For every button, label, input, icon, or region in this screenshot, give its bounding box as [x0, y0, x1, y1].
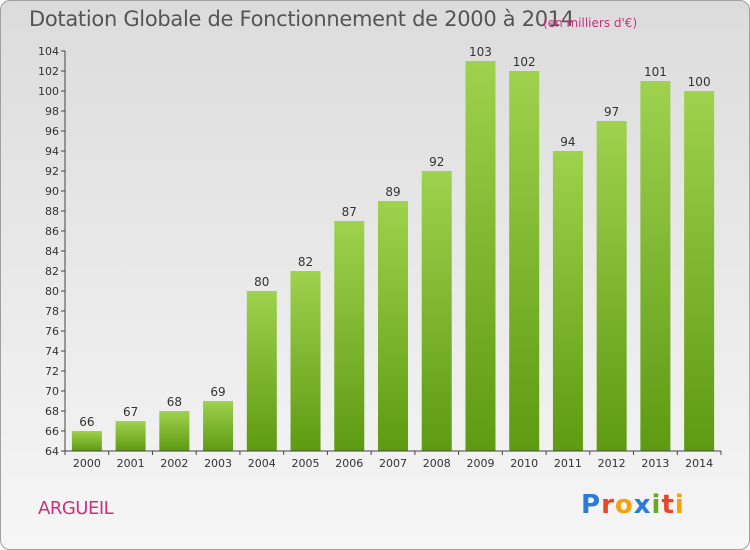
- bar-value-label: 87: [342, 205, 357, 219]
- bar-value-label: 89: [385, 185, 400, 199]
- x-tick-label: 2000: [73, 457, 101, 470]
- bar: [378, 201, 408, 451]
- y-tick-label: 90: [45, 185, 59, 198]
- logo-letter: o: [614, 490, 634, 520]
- bar: [640, 81, 671, 451]
- y-tick-label: 94: [45, 145, 59, 158]
- y-tick-label: 82: [45, 265, 59, 278]
- bar-value-label: 82: [298, 255, 313, 269]
- bar: [465, 61, 496, 451]
- bar-value-label: 69: [210, 385, 225, 399]
- chart-title: Dotation Globale de Fonctionnement de 20…: [29, 7, 574, 31]
- bars-group: 66 67 68 69 80 82 87 89 92 103 102 94 97 101 100: [71, 45, 715, 451]
- y-tick-label: 100: [38, 85, 59, 98]
- x-tick-label: 2005: [292, 457, 320, 470]
- y-tick-label: 74: [45, 345, 59, 358]
- x-tick-label: 2006: [335, 457, 363, 470]
- logo-letter: t: [661, 490, 675, 520]
- bar-value-label: 97: [604, 105, 619, 119]
- bar-value-label: 92: [429, 155, 444, 169]
- chart-subtitle: (en milliers d'€): [543, 16, 638, 30]
- y-tick-label: 80: [45, 285, 59, 298]
- town-name: ARGUEIL: [38, 498, 114, 519]
- x-tick-label: 2002: [160, 457, 188, 470]
- bar-value-label: 103: [469, 45, 492, 59]
- y-tick-label: 104: [38, 45, 59, 58]
- proxiti-logo: Proxiti: [581, 490, 685, 520]
- bar-value-label: 100: [688, 75, 711, 89]
- x-tick-label: 2012: [598, 457, 626, 470]
- x-tick-label: 2003: [204, 457, 232, 470]
- y-tick-label: 98: [45, 105, 59, 118]
- y-tick-label: 92: [45, 165, 59, 178]
- y-tick-label: 84: [45, 245, 59, 258]
- x-tick-label: 2014: [685, 457, 713, 470]
- y-tick-label: 68: [45, 405, 59, 418]
- y-tick-label: 86: [45, 225, 59, 238]
- bar-value-label: 66: [79, 415, 94, 429]
- logo-letter: P: [581, 490, 602, 520]
- y-tick-label: 66: [45, 425, 59, 438]
- y-tick-label: 64: [45, 445, 59, 458]
- x-tick-label: 2001: [117, 457, 145, 470]
- x-tick-label: 2013: [641, 457, 669, 470]
- bar: [509, 71, 540, 451]
- x-tick-label: 2009: [466, 457, 494, 470]
- x-tick-label: 2007: [379, 457, 407, 470]
- bar: [334, 221, 365, 451]
- bar-value-label: 101: [644, 65, 667, 79]
- x-tick-label: 2010: [510, 457, 538, 470]
- y-tick-label: 78: [45, 305, 59, 318]
- bar: [203, 401, 234, 451]
- y-axis: 64 66 68 70 72 74 76 78 80 82 84 86 88 90 92 94 96 98 100 1…: [38, 45, 66, 458]
- x-axis: 2000 2001 2002 2003 2004 2005 2006 2007 2008 2009…: [64, 450, 722, 470]
- bar-value-label: 94: [560, 135, 575, 149]
- x-tick-label: 2004: [248, 457, 276, 470]
- logo-letter: x: [633, 490, 652, 520]
- bar: [684, 91, 715, 451]
- y-tick-label: 102: [38, 65, 59, 78]
- bar-value-label: 102: [513, 55, 536, 69]
- bar: [246, 291, 277, 451]
- bar-value-label: 80: [254, 275, 269, 289]
- bar-value-label: 68: [167, 395, 182, 409]
- y-tick-label: 88: [45, 205, 59, 218]
- bar: [596, 121, 627, 451]
- x-tick-label: 2008: [423, 457, 451, 470]
- bar-value-label: 67: [123, 405, 138, 419]
- bar: [115, 421, 146, 451]
- bar: [552, 151, 583, 451]
- y-tick-label: 76: [45, 325, 59, 338]
- y-tick-label: 96: [45, 125, 59, 138]
- bar: [421, 171, 452, 451]
- logo-letter: r: [601, 490, 615, 520]
- bar: [71, 431, 102, 451]
- bar: [159, 411, 190, 451]
- y-tick-label: 72: [45, 365, 59, 378]
- bar: [290, 271, 321, 451]
- logo-letter: i: [674, 490, 685, 520]
- y-tick-label: 70: [45, 385, 59, 398]
- x-tick-label: 2011: [554, 457, 582, 470]
- logo-letter: i: [651, 490, 662, 520]
